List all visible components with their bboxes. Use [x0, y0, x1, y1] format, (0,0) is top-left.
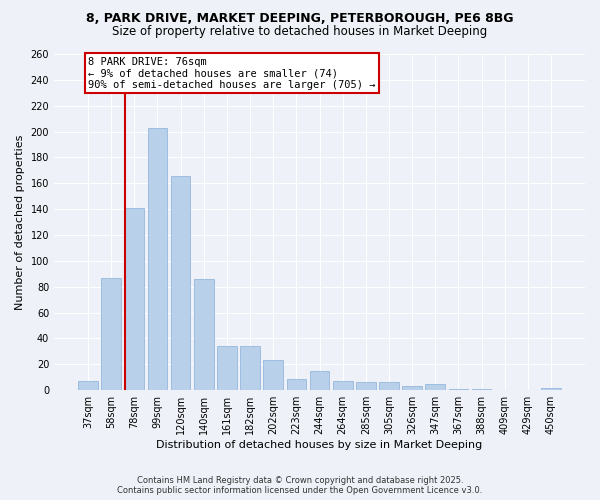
Bar [333, 381, 353, 390]
Text: Size of property relative to detached houses in Market Deeping: Size of property relative to detached ho… [112, 25, 488, 38]
Text: 8 PARK DRIVE: 76sqm
← 9% of detached houses are smaller (74)
90% of semi-detache: 8 PARK DRIVE: 76sqm ← 9% of detached hou… [88, 56, 376, 90]
Bar [263, 360, 283, 390]
Y-axis label: Number of detached properties: Number of detached properties [15, 134, 25, 310]
Bar [171, 176, 190, 390]
Bar [148, 128, 167, 390]
Bar [402, 386, 422, 390]
Bar [449, 389, 468, 390]
Bar [287, 378, 306, 390]
Bar [356, 382, 376, 390]
Bar [240, 346, 260, 390]
Bar [217, 346, 237, 390]
Text: Contains HM Land Registry data © Crown copyright and database right 2025.
Contai: Contains HM Land Registry data © Crown c… [118, 476, 482, 495]
Bar [472, 389, 491, 390]
Bar [425, 384, 445, 390]
Bar [379, 382, 399, 390]
Bar [78, 381, 98, 390]
Text: 8, PARK DRIVE, MARKET DEEPING, PETERBOROUGH, PE6 8BG: 8, PARK DRIVE, MARKET DEEPING, PETERBORO… [86, 12, 514, 26]
Bar [194, 279, 214, 390]
X-axis label: Distribution of detached houses by size in Market Deeping: Distribution of detached houses by size … [157, 440, 482, 450]
Bar [101, 278, 121, 390]
Bar [124, 208, 144, 390]
Bar [541, 388, 561, 390]
Bar [310, 371, 329, 390]
